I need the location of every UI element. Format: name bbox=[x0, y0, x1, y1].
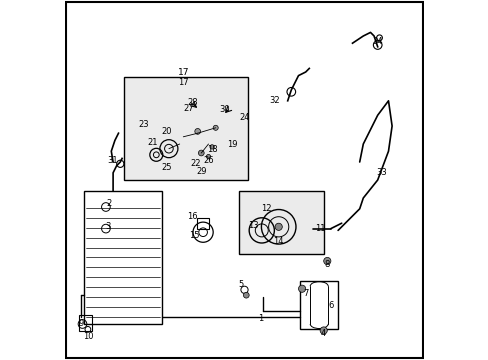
Text: 26: 26 bbox=[203, 156, 213, 165]
Text: 3: 3 bbox=[105, 222, 110, 231]
Text: 31: 31 bbox=[107, 156, 118, 165]
Text: 22: 22 bbox=[190, 159, 201, 168]
Text: 16: 16 bbox=[186, 212, 197, 220]
Text: 12: 12 bbox=[260, 204, 271, 213]
Text: 9: 9 bbox=[78, 320, 83, 328]
Text: 20: 20 bbox=[162, 127, 172, 136]
Bar bbox=[300, 281, 337, 329]
Text: 29: 29 bbox=[196, 166, 206, 176]
Text: 5: 5 bbox=[238, 280, 243, 289]
Circle shape bbox=[194, 129, 200, 134]
Text: 14: 14 bbox=[273, 237, 284, 246]
Text: 17: 17 bbox=[178, 78, 188, 87]
Circle shape bbox=[275, 223, 282, 230]
Text: 10: 10 bbox=[82, 332, 93, 341]
Text: 27: 27 bbox=[183, 104, 194, 113]
Text: 6: 6 bbox=[327, 302, 333, 310]
Text: 33: 33 bbox=[375, 168, 386, 177]
Text: 2: 2 bbox=[107, 199, 112, 208]
Circle shape bbox=[320, 327, 326, 334]
Circle shape bbox=[206, 154, 210, 159]
Text: 24: 24 bbox=[239, 112, 249, 122]
Circle shape bbox=[243, 292, 249, 298]
Bar bbox=[239, 191, 323, 254]
Text: 28: 28 bbox=[186, 98, 197, 107]
Bar bbox=[197, 218, 209, 229]
Text: 15: 15 bbox=[188, 231, 199, 240]
Circle shape bbox=[198, 150, 204, 156]
Circle shape bbox=[298, 285, 305, 292]
Bar bbox=[79, 315, 91, 331]
Text: 23: 23 bbox=[138, 120, 149, 129]
Circle shape bbox=[323, 257, 330, 265]
Text: 25: 25 bbox=[162, 163, 172, 172]
Text: 18: 18 bbox=[206, 145, 217, 154]
Bar bbox=[123, 77, 247, 180]
Text: 4: 4 bbox=[321, 328, 325, 338]
Bar bbox=[84, 191, 162, 324]
Text: 19: 19 bbox=[226, 140, 237, 149]
Text: 8: 8 bbox=[324, 260, 329, 269]
Circle shape bbox=[213, 125, 218, 130]
Text: 7: 7 bbox=[303, 289, 308, 298]
Text: 13: 13 bbox=[248, 220, 258, 230]
Text: 17: 17 bbox=[177, 68, 189, 77]
Text: 11: 11 bbox=[314, 224, 325, 233]
Text: 32: 32 bbox=[269, 96, 280, 105]
Text: 30: 30 bbox=[219, 105, 229, 114]
Text: 34: 34 bbox=[372, 37, 382, 46]
Text: 21: 21 bbox=[147, 138, 158, 147]
Circle shape bbox=[209, 145, 214, 149]
Text: 1: 1 bbox=[258, 314, 263, 323]
